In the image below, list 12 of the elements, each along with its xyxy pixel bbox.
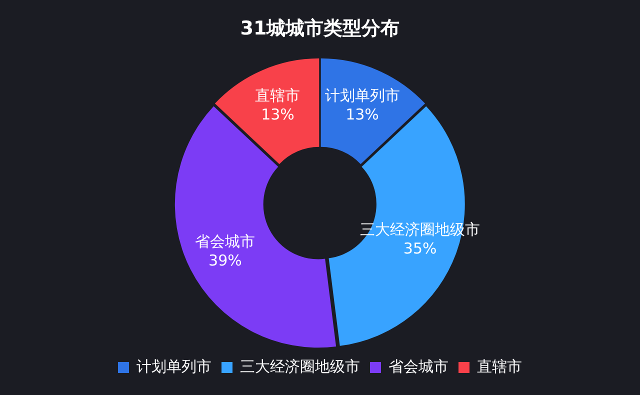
legend-label: 三大经济圈地级市: [240, 357, 360, 376]
data-label: 35%: [403, 239, 437, 258]
slice-label: 省会城市: [195, 232, 256, 251]
data-label: 13%: [346, 106, 379, 124]
slice-label: 直辖市: [255, 86, 300, 105]
slice-label: 计划单列市: [324, 86, 400, 105]
data-label: 39%: [208, 252, 242, 270]
chart-title: 31城城市类型分布: [240, 17, 400, 40]
legend-label: 计划单列市: [136, 357, 212, 376]
legend-label: 省会城市: [388, 357, 448, 376]
data-label: 13%: [261, 106, 294, 124]
legend-label: 直辖市: [477, 357, 522, 376]
